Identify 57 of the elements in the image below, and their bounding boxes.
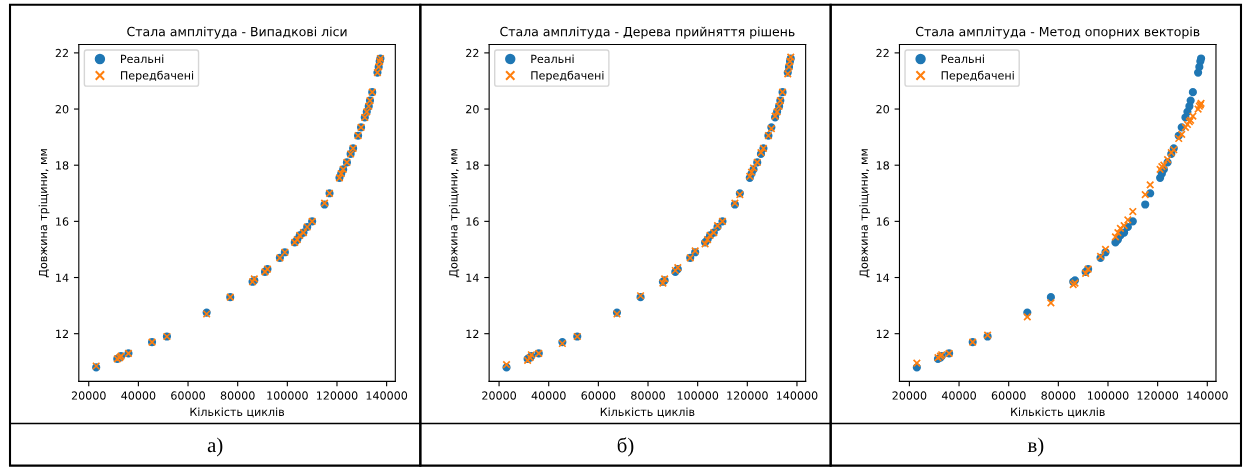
x-tick-label: 20000	[71, 391, 106, 400]
y-tick-label: 16	[876, 217, 890, 226]
x-tick-label: 60000	[581, 391, 616, 400]
x-tick-label: 20000	[482, 391, 517, 400]
x-tick-label: 80000	[631, 391, 665, 400]
legend-label: Реальні	[121, 54, 164, 64]
chart-title: Стала амплітуда - Дерева прийняття рішень	[500, 26, 795, 39]
y-tick-label: 18	[466, 161, 479, 170]
chart-title: Стала амплітуда - Метод опорних векторів	[915, 26, 1200, 39]
y-tick-label: 20	[876, 105, 890, 114]
x-tick-label: 60000	[171, 391, 205, 400]
text: в)	[1027, 437, 1044, 457]
y-tick-label: 22	[55, 48, 68, 58]
x-axis-title: Кількість циклів	[600, 407, 695, 418]
y-tick-label: 20	[55, 105, 69, 114]
legend-label: Реальні	[941, 54, 984, 64]
x-tick-label: 140000	[776, 391, 818, 400]
y-tick-label: 14	[56, 273, 69, 282]
y-tick-label: 14	[466, 273, 479, 282]
x-axis-title: Кількість циклів	[190, 407, 285, 418]
x-tick-label: 100000	[677, 391, 719, 400]
y-tick-label: 18	[56, 161, 69, 170]
x-axis-title: Кількість циклів	[1011, 407, 1105, 418]
y-tick-label: 18	[876, 161, 889, 170]
y-tick-label: 12	[56, 329, 68, 338]
y-axis-title: Довжина тріщини, мм	[859, 149, 871, 278]
legend-label: Передбачені	[531, 70, 604, 82]
x-tick-label: 140000	[366, 391, 408, 400]
x-tick-label: 120000	[1137, 391, 1179, 400]
y-tick-label: 12	[466, 329, 479, 338]
x-tick-label: 100000	[1088, 391, 1129, 400]
x-tick-label: 80000	[1041, 391, 1076, 400]
y-axis-title: Довжина тріщини, мм	[38, 149, 50, 278]
x-tick-label: 120000	[316, 391, 358, 400]
legend-label: Передбачені	[121, 70, 194, 82]
y-tick-label: 14	[876, 273, 890, 282]
y-tick-label: 12	[876, 329, 889, 338]
x-tick-label: 100000	[267, 391, 308, 400]
y-tick-label: 16	[56, 217, 69, 226]
legend-label: Передбачені	[941, 70, 1014, 82]
y-tick-label: 22	[876, 48, 889, 58]
x-tick-label: 20000	[892, 391, 927, 400]
text: а)	[207, 437, 223, 457]
y-axis-title: Довжина тріщини, мм	[448, 149, 460, 278]
text: б)	[617, 437, 634, 457]
x-tick-label: 140000	[1187, 391, 1228, 400]
x-tick-label: 60000	[991, 391, 1026, 400]
legend-label: Реальні	[531, 54, 574, 64]
y-tick-label: 20	[466, 105, 479, 114]
x-tick-label: 40000	[531, 391, 566, 400]
x-tick-label: 80000	[220, 391, 255, 400]
chart-title: Стала амплітуда - Випадкові ліси	[127, 26, 347, 39]
x-tick-label: 120000	[727, 391, 768, 400]
x-tick-label: 40000	[941, 391, 976, 400]
x-tick-label: 40000	[121, 391, 156, 400]
y-tick-label: 16	[466, 217, 479, 226]
y-tick-label: 22	[466, 48, 479, 58]
